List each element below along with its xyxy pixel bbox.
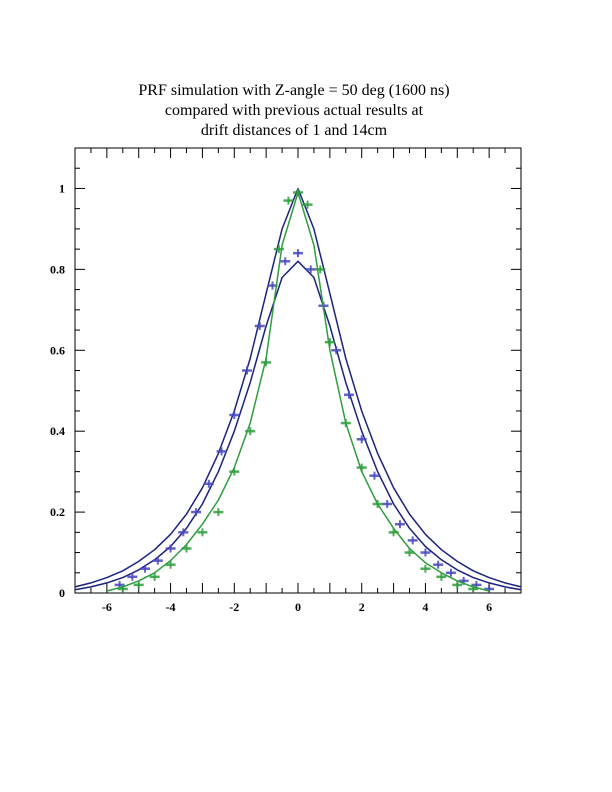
y-tick-label: 0.8 [50, 262, 65, 276]
series-2-point [382, 500, 393, 508]
series-4-point [404, 548, 415, 557]
x-tick-label: -2 [229, 600, 239, 614]
series-4-point [420, 564, 431, 573]
y-tick-label: 0.6 [50, 343, 65, 357]
series-2-point [356, 435, 367, 444]
series-4-point [468, 584, 479, 593]
series-4-point [302, 200, 313, 209]
x-tick-label: 2 [359, 600, 365, 614]
series-4-point [372, 500, 383, 508]
x-tick-label: -6 [102, 600, 112, 614]
chart-title-line-3: drift distances of 1 and 14cm [201, 122, 388, 139]
chart-title-line-1: PRF simulation with Z-angle = 50 deg (16… [138, 82, 449, 99]
series-2-point [343, 390, 354, 399]
series-2-point [242, 366, 253, 375]
series-2-point [254, 322, 265, 330]
series-4-point [245, 427, 256, 436]
series-1-line [74, 260, 522, 591]
series-4-point [283, 196, 294, 205]
series-2-point [484, 584, 495, 593]
series-2-point [203, 479, 214, 488]
series-2-point [433, 560, 444, 569]
series-4-point [436, 572, 447, 581]
series-2-point [140, 564, 151, 573]
y-tick-label: 1 [59, 181, 65, 195]
series-4-point [388, 528, 399, 537]
series-4-point [133, 580, 144, 589]
series-4-point [273, 245, 284, 254]
series-2-point [369, 471, 380, 480]
chart-title-line-2: compared with previous actual results at [165, 102, 424, 119]
x-tick-label: 6 [486, 600, 492, 614]
series-0-line [74, 187, 522, 588]
y-axis-ticks: 0 0.2 0.4 0.6 0.8 1 [50, 147, 521, 600]
series-4-point [117, 584, 128, 593]
y-tick-label: 0 [59, 586, 65, 600]
series-2-point [178, 528, 189, 537]
series-4-point [261, 358, 272, 367]
series-2-point [229, 411, 240, 419]
series-4-point [149, 572, 160, 581]
series-2-point [191, 508, 202, 517]
series-4-point [452, 580, 463, 589]
series-4-point [315, 265, 326, 274]
series-4-point [340, 419, 351, 428]
x-tick-label: -4 [166, 600, 176, 614]
series-2-point [407, 536, 418, 545]
series-2-point [165, 544, 176, 553]
x-axis-ticks: -6 -4 -2 0 2 4 6 [74, 148, 522, 614]
series-4-point [356, 463, 367, 472]
plot-frame [74, 147, 522, 594]
x-tick-label: 4 [422, 600, 428, 614]
series-2-point [420, 548, 431, 557]
series-2-point [216, 447, 227, 456]
series-2-point [127, 572, 138, 581]
series-4-point [165, 560, 176, 569]
series-2-point [331, 346, 342, 355]
series-layer [74, 187, 522, 593]
series-2-point [280, 257, 291, 266]
series-2-point [394, 520, 405, 529]
y-tick-label: 0.4 [50, 424, 65, 438]
x-tick-label: 0 [295, 600, 301, 614]
series-4-point [197, 528, 208, 537]
series-2-point [305, 265, 316, 274]
series-2-point [445, 568, 456, 577]
series-4-point [324, 338, 335, 347]
series-4-point [293, 188, 303, 197]
y-tick-label: 0.2 [50, 505, 65, 519]
series-4-point [229, 467, 240, 476]
series-4-point [181, 544, 192, 553]
series-2-point [293, 249, 303, 258]
series-2-point [152, 556, 163, 565]
series-4-point [213, 508, 224, 517]
